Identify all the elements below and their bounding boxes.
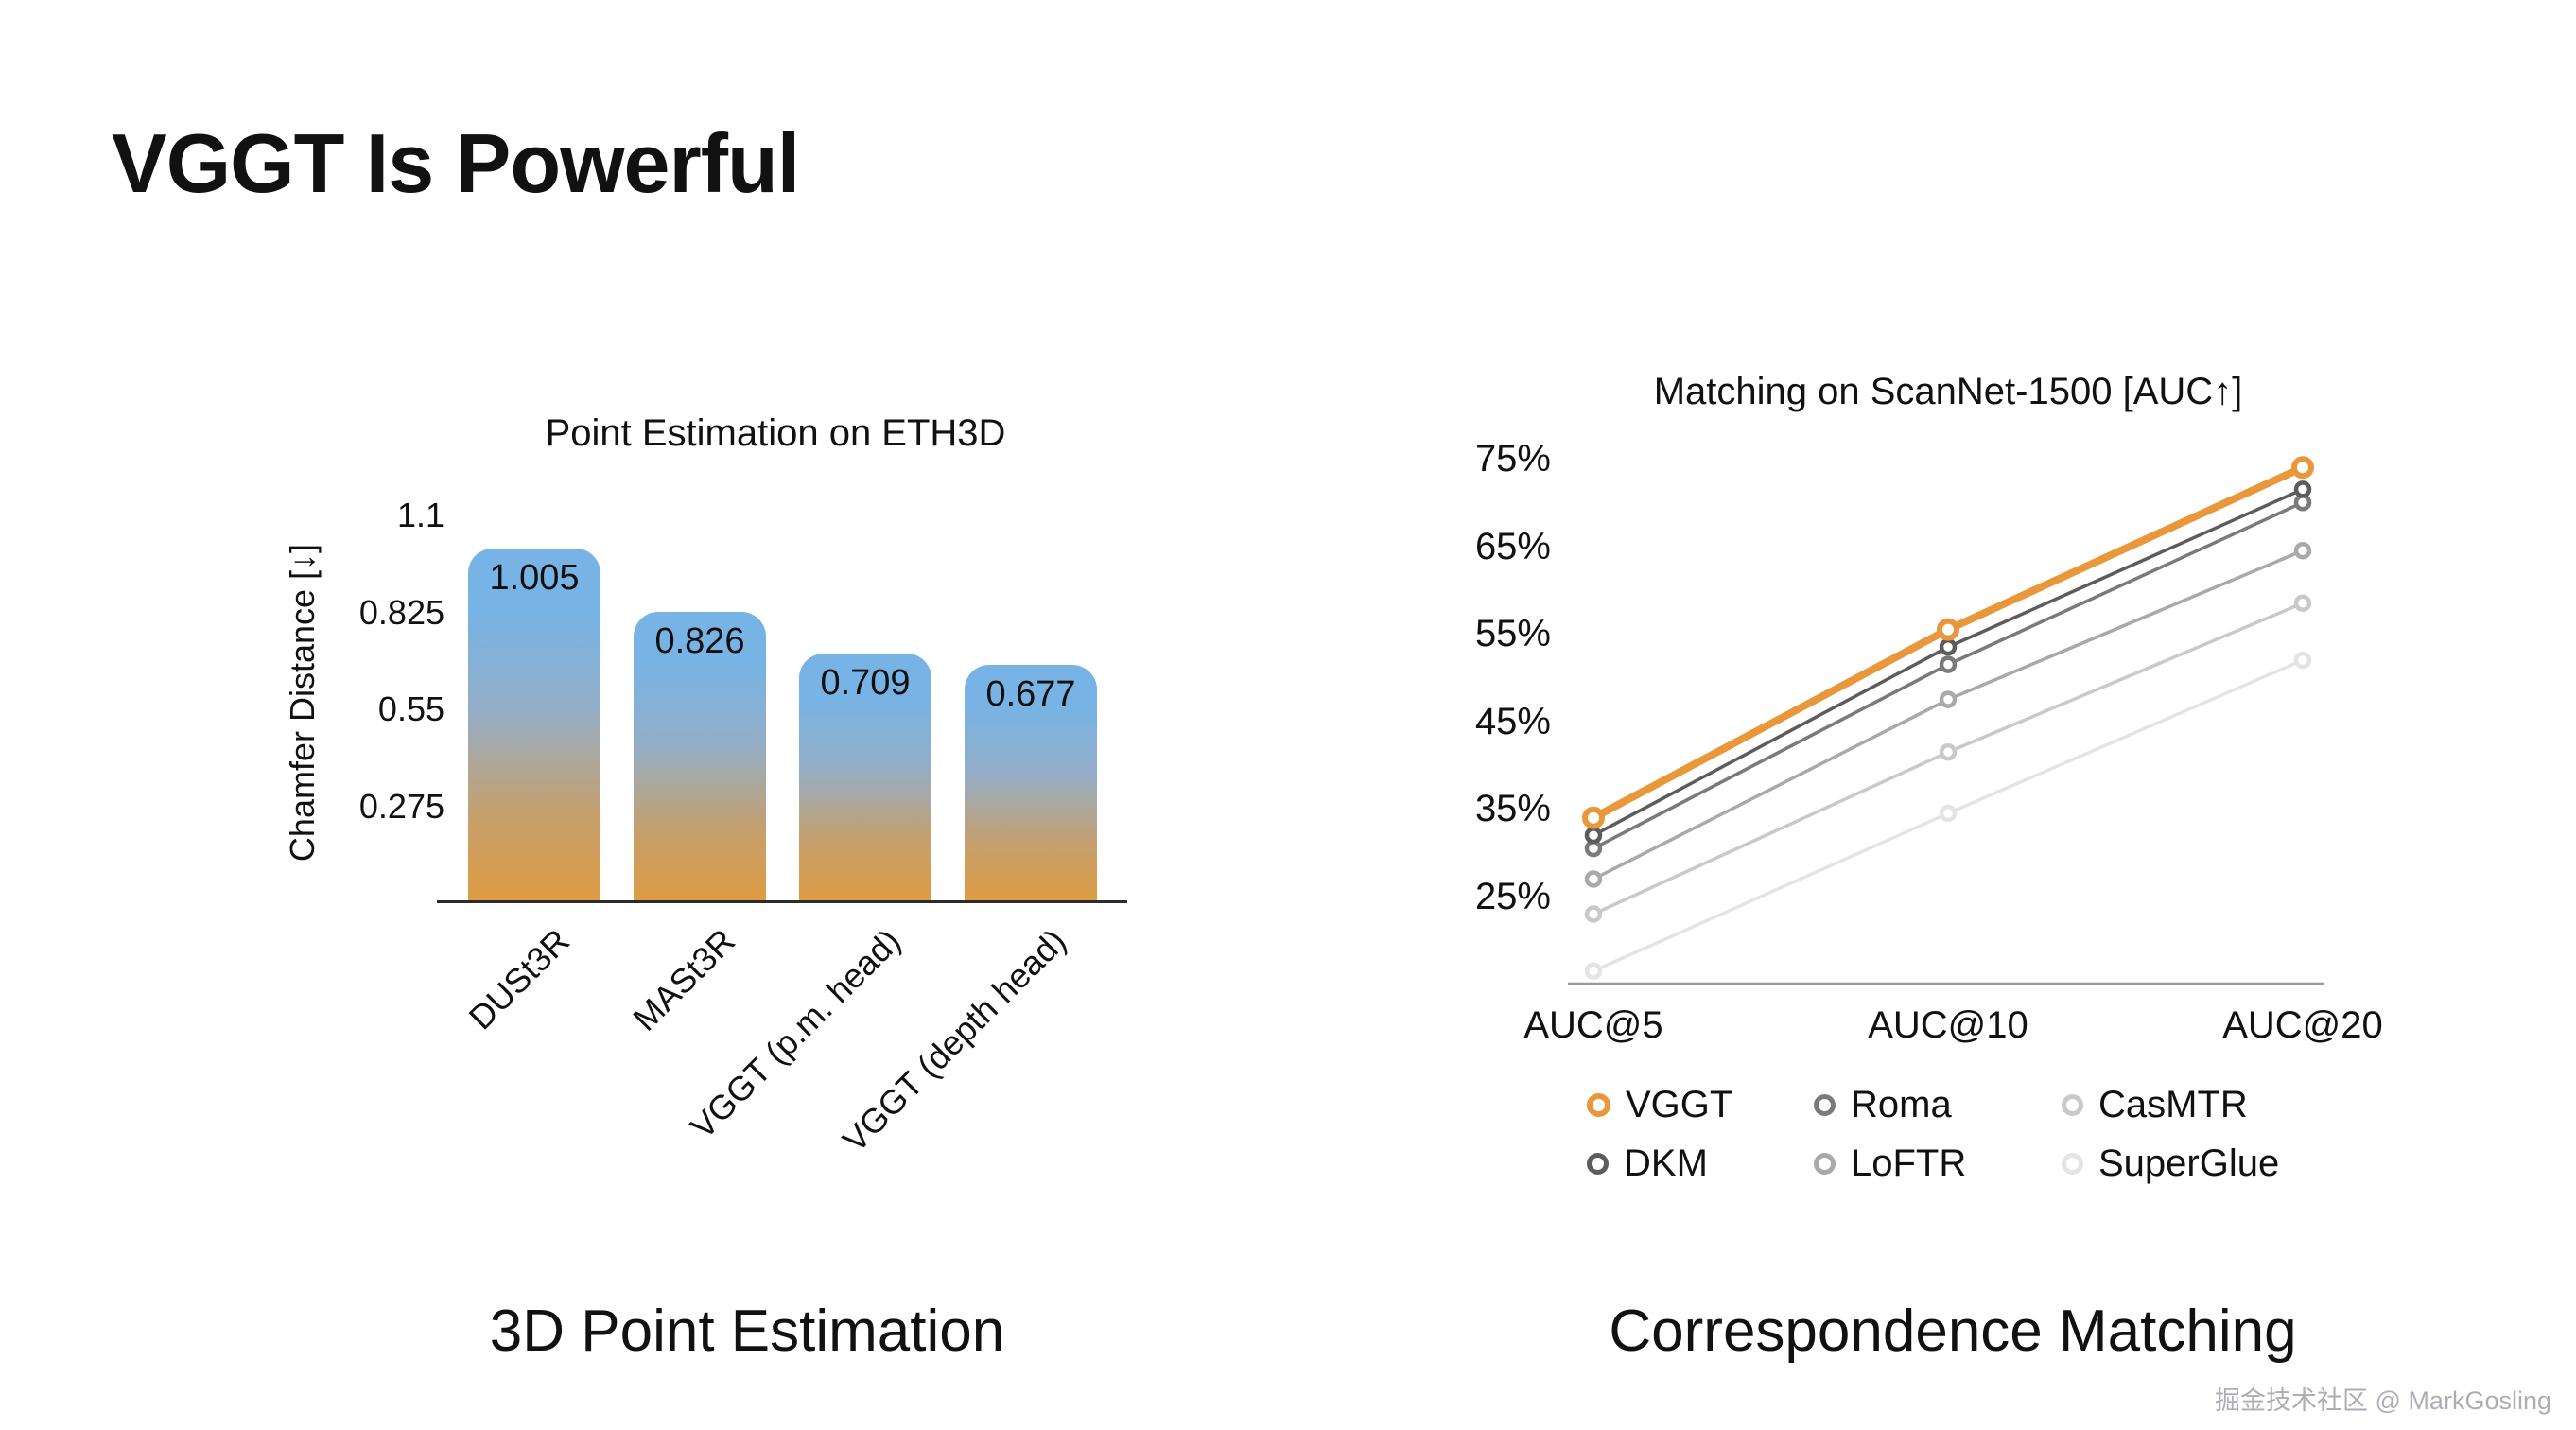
legend-item-dkm: DKM — [1587, 1139, 1814, 1188]
legend-item-superglue: SuperGlue — [2062, 1139, 2364, 1188]
legend-item-vggt: VGGT — [1587, 1080, 1814, 1129]
bar-category-label: DUSt3R — [461, 921, 577, 1038]
legend-label: CasMTR — [2098, 1083, 2248, 1125]
bar-ytick-label: 0.275 — [358, 786, 444, 826]
line-xtick-label: AUC@10 — [1868, 1004, 2028, 1046]
legend-marker-icon — [1587, 1092, 1610, 1117]
bar-category-label: VGGT (depth head) — [834, 921, 1073, 1160]
line-ytick-label: 55% — [1474, 613, 1551, 655]
bar-x-axis-line — [437, 900, 1127, 903]
line-chart-title: Matching on ScanNet-1500 [AUC↑] — [1653, 371, 2243, 412]
legend-marker-icon — [1814, 1093, 1836, 1116]
bar-xlabels: DUSt3R MASt3R VGGT (p.m. head) VGGT (depth … — [461, 921, 1130, 1186]
line-ytick-label: 75% — [1474, 438, 1551, 480]
bar-yticks: 1.1 0.825 0.55 0.275 — [312, 496, 444, 903]
bar-1: 1.005 — [468, 549, 600, 903]
legend-item-casmtr: CasMTR — [2062, 1080, 2364, 1129]
line-ytick-label: 65% — [1474, 525, 1551, 567]
line-yticks: 75% 65% 55% 45% 35% 25% — [1428, 435, 1551, 1003]
line-ytick-label: 25% — [1474, 876, 1551, 917]
line-xtick-label: AUC@5 — [1523, 1004, 1663, 1046]
bar-plot-area: 1.005 0.826 0.709 0.677 — [468, 515, 1097, 903]
bar-ytick-label: 1.1 — [396, 496, 444, 534]
bar-3: 0.709 — [799, 654, 931, 903]
bar-value-label: 0.677 — [985, 674, 1076, 714]
legend-marker-icon — [1587, 1152, 1609, 1175]
bar-value-label: 1.005 — [489, 558, 580, 598]
line-legend: VGGT Roma CasMTR DKM LoFTR SuperGlue — [1587, 1080, 2364, 1188]
legend-marker-icon — [1814, 1152, 1836, 1175]
bar-ytick-label: 0.55 — [377, 689, 444, 728]
legend-label: VGGT — [1626, 1083, 1733, 1125]
legend-item-loftr: LoFTR — [1814, 1139, 2062, 1188]
bar-category-label: MASt3R — [625, 921, 742, 1038]
line-xtick-label: AUC@20 — [2222, 1004, 2383, 1046]
line-plot-svg — [1568, 456, 2324, 985]
bar-value-label: 0.826 — [654, 621, 745, 661]
legend-label: SuperGlue — [2098, 1142, 2280, 1184]
bar-chart-title: Point Estimation on ETH3D — [545, 412, 1006, 454]
line-ytick-label: 35% — [1474, 788, 1551, 830]
watermark: 掘金技术社区 @ MarkGosling — [2215, 1386, 2551, 1415]
bar-ytick-label: 0.825 — [358, 592, 444, 632]
bar-2: 0.826 — [634, 612, 766, 903]
legend-marker-icon — [2062, 1093, 2083, 1116]
left-caption: 3D Point Estimation — [489, 1299, 1005, 1364]
legend-item-roma: Roma — [1814, 1080, 2062, 1129]
legend-label: LoFTR — [1851, 1142, 1967, 1184]
right-caption: Correspondence Matching — [1609, 1299, 2297, 1364]
legend-label: DKM — [1624, 1142, 1708, 1184]
slide-title: VGGT Is Powerful — [112, 116, 800, 210]
line-xlabels: AUC@5 AUC@10 AUC@20 — [1523, 1004, 2382, 1061]
bar-4: 0.677 — [965, 665, 1097, 903]
bar-value-label: 0.709 — [820, 663, 911, 703]
legend-label: Roma — [1851, 1083, 1952, 1125]
line-ytick-label: 45% — [1474, 700, 1551, 742]
legend-marker-icon — [2062, 1152, 2083, 1175]
bar-category-label: VGGT (p.m. head) — [683, 921, 908, 1146]
